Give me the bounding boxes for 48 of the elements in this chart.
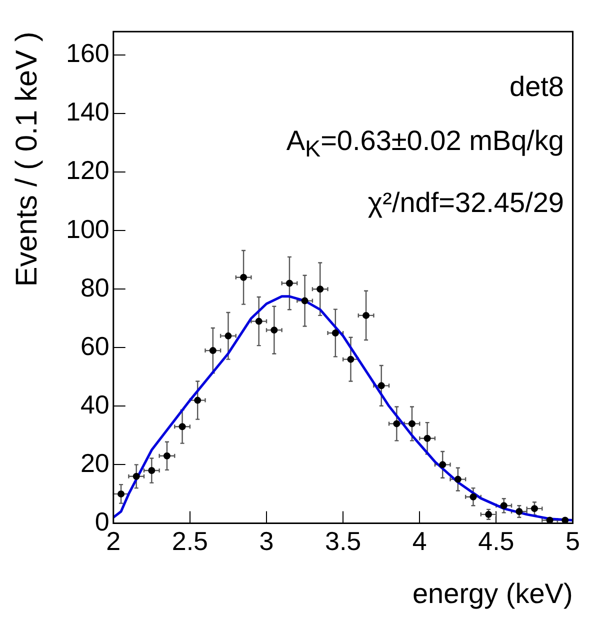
x-axis-title: energy (keV) — [412, 578, 573, 609]
y-tick-label: 140 — [66, 96, 110, 127]
point — [316, 286, 324, 293]
point — [118, 490, 125, 498]
point — [393, 420, 400, 428]
y-tick-label: 160 — [66, 38, 110, 68]
annotation: det8 — [508, 70, 564, 104]
point — [255, 318, 262, 325]
point — [562, 516, 569, 524]
x-tick-label: 4.5 — [478, 526, 514, 556]
point — [516, 508, 523, 515]
point — [332, 330, 339, 336]
point — [148, 467, 156, 474]
point — [362, 312, 370, 319]
point — [301, 297, 308, 304]
x-tick-label: 4 — [412, 526, 427, 556]
point — [454, 476, 462, 483]
point — [209, 347, 216, 354]
y-tick-label: 80 — [80, 272, 110, 302]
x-tick-label: 3 — [259, 526, 274, 556]
point — [240, 274, 248, 281]
point — [546, 516, 554, 524]
point — [270, 326, 278, 334]
point — [194, 396, 202, 404]
point — [286, 280, 293, 287]
x-tick-label: 3.5 — [324, 526, 362, 556]
point — [132, 472, 140, 480]
x-tick-label: 5 — [566, 526, 580, 556]
point — [500, 502, 508, 510]
annotation: χ²/ndf=32.45/29 — [366, 186, 564, 220]
x-tick-label: 2.5 — [172, 526, 208, 556]
y-tick-label: 40 — [80, 389, 110, 420]
point — [178, 423, 186, 430]
point — [378, 382, 385, 390]
y-axis-title: Events / ( 0.1 keV ) — [10, 32, 44, 287]
point — [163, 452, 170, 460]
y-tick-label: 120 — [66, 155, 110, 186]
point — [347, 356, 354, 363]
point — [224, 332, 232, 340]
y-tick-label: 60 — [80, 330, 110, 361]
y-tick-label: 20 — [80, 448, 110, 478]
point — [530, 505, 538, 512]
point — [424, 434, 431, 442]
annotation: A$_{K}$=0.63±0.02 mBq/kg — [286, 124, 564, 164]
point — [439, 461, 446, 468]
point — [408, 420, 416, 428]
point — [470, 493, 477, 500]
y-tick-label: 100 — [66, 214, 110, 244]
